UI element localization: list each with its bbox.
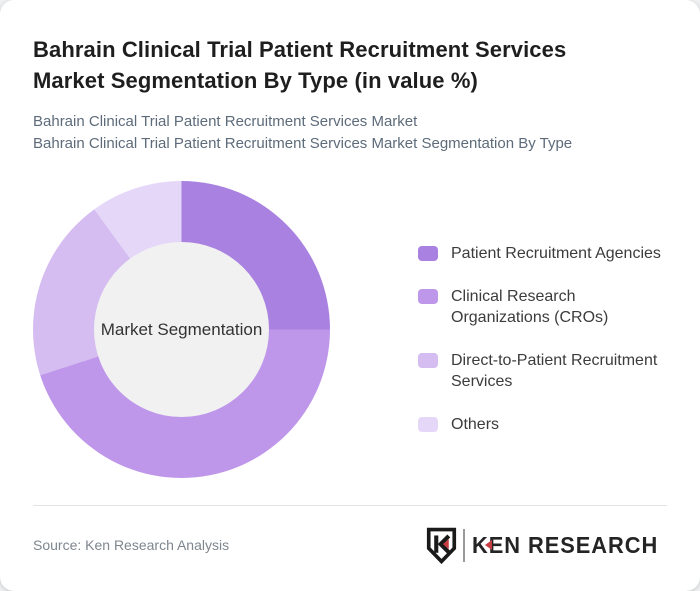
legend-label: Patient Recruitment Agencies	[451, 245, 661, 262]
chart-center-label: Market Segmentation	[100, 319, 263, 339]
subtitle-line-1: Bahrain Clinical Trial Patient Recruitme…	[33, 113, 418, 130]
legend-swatch	[418, 353, 438, 368]
header: Bahrain Clinical Trial Patient Recruitme…	[0, 0, 700, 155]
legend-item: Direct-to-Patient Recruitment Services	[418, 350, 663, 392]
legend-label: Clinical Research Organizations (CROs)	[451, 288, 609, 326]
logo-text-wrap: KEN RESEARCH	[472, 532, 668, 559]
legend-label: Direct-to-Patient Recruitment Services	[451, 352, 658, 390]
subtitle-line-2: Bahrain Clinical Trial Patient Recruitme…	[33, 135, 573, 152]
chart-legend: Patient Recruitment Agencies Clinical Re…	[418, 243, 663, 435]
logo-k-red-triangle-icon	[484, 540, 492, 550]
ken-research-logo: KEN RESEARCH	[426, 527, 668, 564]
legend-swatch	[418, 289, 438, 304]
legend-swatch	[418, 246, 438, 261]
legend-swatch	[418, 417, 438, 432]
donut-hole: Market Segmentation	[94, 242, 269, 417]
legend-item: Others	[418, 414, 663, 435]
legend-label: Others	[451, 416, 500, 433]
footer-divider	[33, 505, 667, 506]
legend-item: Clinical Research Organizations (CROs)	[418, 286, 663, 328]
logo-separator	[462, 529, 465, 562]
page-title: Bahrain Clinical Trial Patient Recruitme…	[33, 37, 567, 93]
source-text: Source: Ken Research Analysis	[33, 537, 230, 553]
logo-text: KEN RESEARCH	[471, 532, 659, 558]
ken-research-shield-icon	[426, 527, 457, 564]
legend-item: Patient Recruitment Agencies	[418, 243, 663, 264]
subtitle-block: Bahrain Clinical Trial Patient Recruitme…	[33, 111, 667, 155]
donut-chart: Market Segmentation	[33, 181, 330, 478]
